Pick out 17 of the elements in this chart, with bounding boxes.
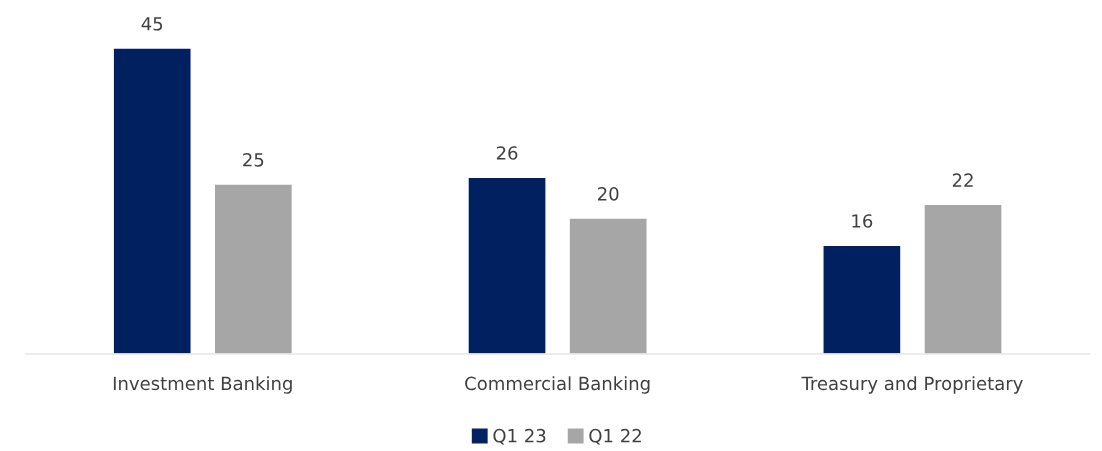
- bar: [568, 217, 648, 355]
- legend-label: Q1 22: [589, 428, 641, 445]
- x-tick-label: Investment Banking: [113, 376, 292, 394]
- data-label: 22: [952, 173, 973, 187]
- data-label: 25: [243, 152, 264, 167]
- data-label: 16: [852, 214, 873, 228]
- bar: [467, 176, 547, 355]
- data-label: 20: [598, 186, 619, 201]
- bar: [112, 47, 192, 355]
- data-label: 26: [496, 146, 518, 160]
- x-tick-label: Commercial Banking: [465, 376, 650, 394]
- legend-label: Q1 23: [493, 428, 546, 445]
- data-label: 45: [141, 17, 163, 31]
- bar: [822, 244, 902, 355]
- x-tick-label: Treasury and Proprietary: [801, 376, 1023, 394]
- bar: [923, 203, 1003, 355]
- bar: [213, 183, 294, 355]
